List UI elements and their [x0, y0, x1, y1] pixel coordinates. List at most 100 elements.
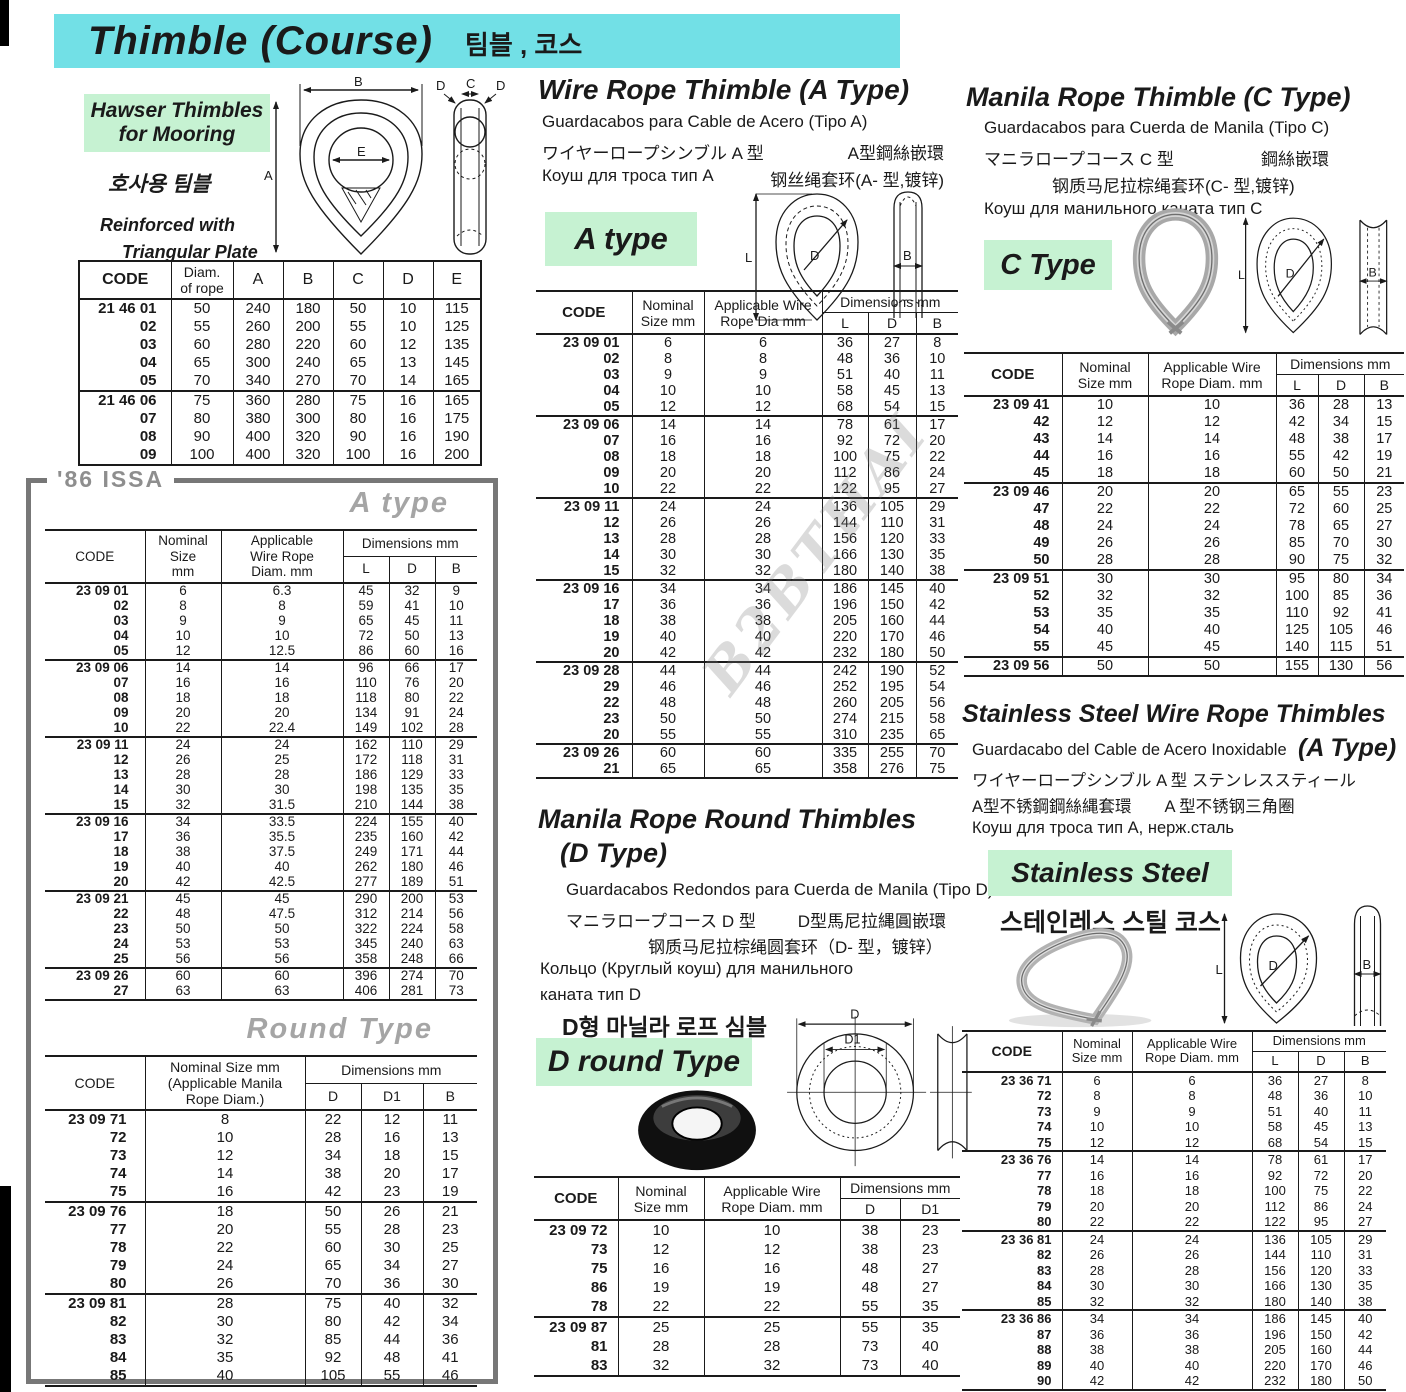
- code-cell: 22: [603, 694, 620, 711]
- code-cell: 23 36 76: [962, 1150, 1062, 1168]
- code-cell: 23 09 76: [45, 1201, 145, 1222]
- table-row: 23 09 01 6 6.3 45 32 9: [45, 581, 477, 599]
- code-cell: 75: [109, 1183, 127, 1201]
- value-cell: 10: [144, 628, 221, 644]
- table-row: 23 09 28 44 44 242 190 52: [536, 661, 959, 680]
- dim-label-a: A: [264, 168, 273, 183]
- col-header-applicable: Applicable Wire Rope Diam. mm: [703, 1177, 840, 1221]
- value-cell: 52: [915, 661, 959, 680]
- table-row: 84 30 30 166 130 35: [962, 1278, 1387, 1294]
- dim-label-l: L: [1238, 268, 1245, 282]
- manila-c-sub-jp-cn: マニラロープコース C 型 鋼絲嵌環: [984, 145, 1329, 170]
- dim-label-d: D: [850, 1007, 859, 1021]
- table-row: 19 40 40 220 170 46: [536, 629, 959, 646]
- table-row: 13 28 28 156 120 33: [536, 531, 959, 548]
- value-cell: 224: [388, 921, 435, 937]
- value-cell: 18: [220, 690, 343, 706]
- table-row: 08 18 18 100 75 22: [536, 449, 959, 466]
- code-cell: 02: [113, 597, 129, 613]
- value-cell: 56: [434, 906, 477, 922]
- col-header-d: D: [867, 312, 916, 335]
- table-row: 23 09 26 60 60 335 255 70: [536, 743, 959, 762]
- col-header-d1: D1: [360, 1083, 423, 1111]
- table-row: 23 09 06 14 14 96 66 17: [45, 658, 477, 676]
- code-cell: 13: [113, 766, 129, 782]
- value-cell: 136: [1251, 1229, 1298, 1248]
- value-cell: 8: [1343, 1070, 1387, 1089]
- col-header-code: CODE: [991, 1043, 1032, 1060]
- value-cell: 155: [388, 812, 435, 830]
- table-row: 29 46 46 252 195 54: [536, 679, 959, 696]
- a-type-diagram: L D B: [745, 191, 923, 321]
- value-cell: 196: [1251, 1326, 1298, 1343]
- value-cell: 26: [703, 515, 822, 532]
- value-cell: 86: [867, 465, 916, 482]
- value-cell: 242: [821, 661, 868, 680]
- col-header-code: CODE: [102, 270, 149, 288]
- code-cell: 81: [590, 1337, 608, 1355]
- value-cell: 60: [170, 336, 233, 355]
- value-cell: 10: [915, 351, 959, 368]
- page-title-banner: Thimble (Course) 팀블 , 코스: [54, 14, 900, 68]
- value-cell: 27: [422, 1257, 478, 1276]
- manila-c-sub-cn2: 钢质马尼拉棕绳套环(C- 型,镀锌): [1052, 177, 1295, 196]
- value-cell: 34: [1363, 569, 1405, 589]
- value-cell: 100: [170, 446, 233, 466]
- value-cell: 38: [144, 844, 221, 860]
- value-cell: 31: [915, 515, 959, 532]
- value-cell: 26: [144, 752, 221, 768]
- value-cell: 34: [631, 579, 704, 598]
- value-cell: 45: [1147, 639, 1276, 658]
- value-cell: 110: [1275, 605, 1318, 623]
- col-header-dimensions: Dimensions mm: [1251, 1031, 1387, 1052]
- value-cell: 16: [434, 643, 477, 660]
- value-cell: 190: [432, 428, 481, 447]
- value-cell: 50: [220, 921, 343, 937]
- value-cell: 210: [342, 797, 389, 814]
- value-cell: 8: [915, 333, 959, 352]
- value-cell: 8: [1131, 1088, 1252, 1104]
- value-cell: 144: [388, 797, 435, 814]
- code-cell: 23 09 56: [964, 656, 1062, 677]
- table-row: 73 12 12 38 23: [534, 1240, 961, 1260]
- code-cell: 23 09 01: [45, 581, 145, 599]
- col-header-b: B: [915, 312, 959, 335]
- table-row: 52 32 32 100 85 36: [964, 588, 1405, 606]
- d-round-diagram: D D1: [787, 1007, 972, 1167]
- code-cell: 21 46 01: [79, 298, 171, 319]
- table-row: 72 10 28 16 13: [45, 1129, 478, 1148]
- value-cell: 12: [703, 1240, 840, 1260]
- value-cell: 17: [1363, 431, 1405, 449]
- table-row: 23 09 46 20 20 65 55 23: [964, 482, 1405, 502]
- value-cell: 20: [1147, 482, 1276, 502]
- col-header-dimensions: Dimensions mm: [342, 530, 477, 557]
- value-cell: 120: [867, 531, 916, 548]
- value-cell: 380: [232, 410, 283, 429]
- table-row: 19 40 40 262 180 46: [45, 859, 477, 875]
- table-row: 09 20 20 134 91 24: [45, 705, 477, 721]
- table-row: 82 30 80 42 34: [45, 1313, 478, 1332]
- value-cell: 345: [342, 936, 389, 952]
- value-cell: 12: [703, 399, 822, 417]
- value-cell: 32: [1147, 588, 1276, 606]
- col-header-d: D: [1317, 374, 1364, 397]
- manila-d-sub-jp: マニラロープコース D 型: [566, 912, 756, 931]
- code-cell: 23 09 21: [45, 889, 145, 907]
- table-row: 45 18 18 60 50 21: [964, 465, 1405, 484]
- table-row: 20 55 55 310 235 65: [536, 727, 959, 745]
- value-cell: 145: [432, 354, 481, 373]
- value-cell: 50: [631, 711, 704, 728]
- value-cell: 26: [1131, 1247, 1252, 1263]
- code-cell: 84: [109, 1349, 127, 1367]
- value-cell: 95: [1297, 1214, 1344, 1231]
- value-cell: 100: [1275, 588, 1318, 606]
- manila-d-title-line1: Manila Rope Round Thimbles: [538, 804, 917, 834]
- value-cell: 13: [915, 383, 959, 400]
- value-cell: 8: [703, 351, 822, 368]
- hawser-korean: 호사용 팀블: [108, 173, 211, 196]
- value-cell: 22: [617, 1297, 704, 1318]
- value-cell: 38: [1131, 1342, 1252, 1358]
- value-cell: 41: [1363, 605, 1405, 623]
- value-cell: 55: [631, 727, 704, 745]
- value-cell: 42: [1317, 448, 1364, 466]
